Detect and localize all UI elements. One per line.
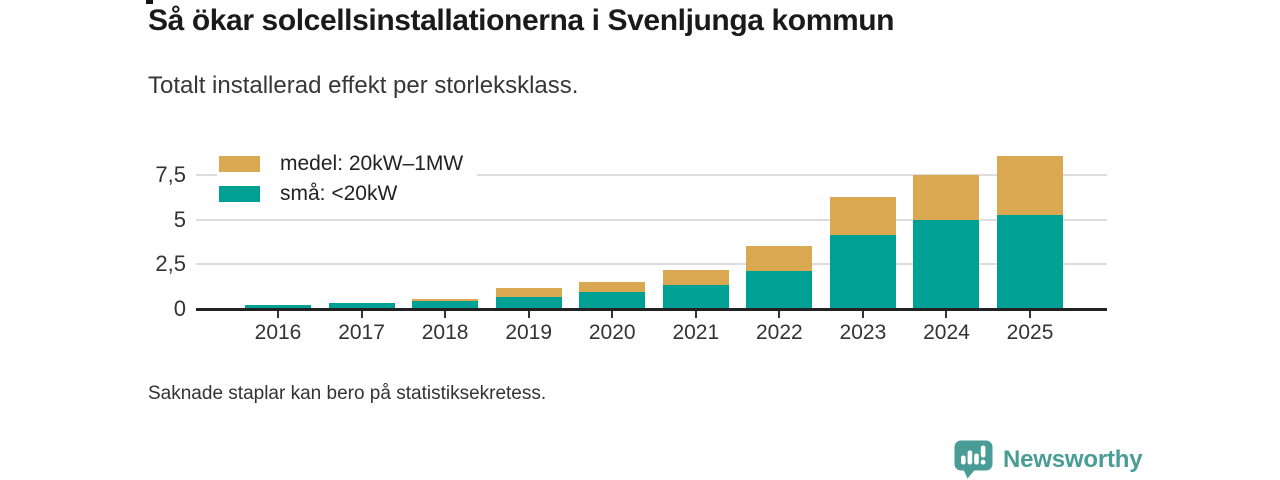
x-axis-tick	[778, 311, 781, 318]
bar-segment	[913, 174, 980, 220]
newsworthy-brand: Newsworthy	[954, 440, 1143, 479]
x-axis-tick	[444, 311, 447, 318]
legend-item-sma: små: <20kW	[219, 179, 463, 209]
chart-subtitle: Totalt installerad effekt per storlekskl…	[148, 72, 579, 99]
x-axis-tick-label: 2016	[254, 321, 302, 344]
x-axis-tick	[694, 311, 697, 318]
x-axis-tick	[277, 311, 279, 318]
bar-segment	[829, 234, 896, 309]
legend-label-medel: medel: 20kW–1MW	[280, 152, 464, 175]
x-axis-tick-label: 2020	[588, 321, 636, 344]
bar-segment	[662, 284, 729, 309]
x-axis-tick	[1029, 311, 1032, 318]
bar-segment	[495, 297, 562, 309]
chart-title: Så ökar solcellsinstallationerna i Svenl…	[148, 4, 895, 37]
y-axis-tick-label: 0	[173, 296, 186, 321]
bar-segment	[412, 299, 479, 301]
x-axis-tick-label: 2019	[505, 321, 553, 344]
legend-item-medel: medel: 20kW–1MW	[219, 149, 463, 179]
bar-chart-speech-bubble-icon	[954, 440, 993, 479]
bar-segment	[245, 304, 311, 309]
bar-segment	[746, 271, 813, 309]
x-axis-tick	[945, 311, 948, 318]
bar-segment	[829, 197, 896, 235]
x-axis-tick-label: 2017	[338, 321, 385, 344]
x-axis-tick	[360, 311, 363, 318]
y-axis-tick-label: 5	[173, 206, 186, 232]
bar-segment	[579, 292, 646, 309]
gridline	[196, 173, 1107, 176]
bar-segment	[328, 302, 395, 309]
x-axis-tick	[611, 311, 614, 318]
gridline	[196, 218, 1107, 221]
bar-segment	[997, 156, 1064, 216]
x-axis-tick-label: 2024	[923, 321, 970, 344]
bar-segment	[913, 219, 980, 309]
x-axis-line	[196, 308, 1107, 311]
brand-name: Newsworthy	[1003, 445, 1143, 473]
bar-segment	[495, 287, 562, 298]
x-axis-tick	[527, 311, 530, 318]
y-axis-tick-label: 2,5	[155, 251, 186, 277]
bar-segment	[412, 300, 479, 309]
legend-label-sma: små: <20kW	[280, 182, 398, 205]
chart-footnote: Saknade staplar kan bero på statistiksek…	[148, 383, 547, 404]
bar-segment	[662, 269, 729, 285]
x-axis-tick	[861, 311, 864, 318]
bar-segment	[579, 282, 646, 293]
gridline	[196, 263, 1107, 266]
legend-swatch-medel	[219, 156, 260, 172]
x-axis-tick-label: 2022	[756, 321, 803, 344]
x-axis-tick-label: 2023	[839, 321, 887, 344]
top-edge-artifact	[146, 0, 153, 4]
bar-segment	[746, 246, 813, 272]
x-axis-tick-label: 2025	[1006, 321, 1054, 344]
chart-legend: medel: 20kW–1MW små: <20kW	[217, 149, 478, 209]
x-axis-tick-label: 2018	[421, 321, 469, 344]
y-axis-tick-label: 7,5	[155, 161, 186, 187]
bar-segment	[997, 215, 1064, 309]
x-axis-tick-label: 2021	[672, 321, 720, 344]
legend-swatch-sma	[219, 186, 260, 202]
plot-area	[196, 141, 1107, 309]
